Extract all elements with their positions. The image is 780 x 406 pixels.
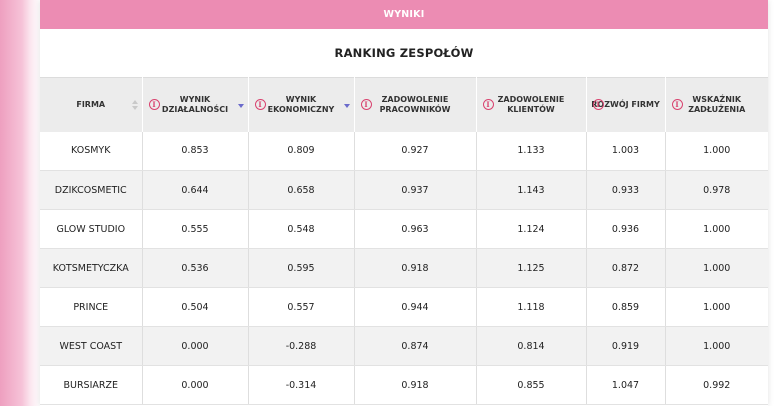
table-row: PRINCE 0.504 0.557 0.944 1.118 0.859 1.000 xyxy=(40,287,768,327)
team-name-cell: KOTSMETYCZKA xyxy=(40,248,143,288)
results-bar: WYNIKI xyxy=(40,0,768,29)
score-cell: 0.548 xyxy=(248,209,355,249)
score-cell: 1.000 xyxy=(665,248,768,288)
sort-desc-icon[interactable] xyxy=(343,100,350,110)
table-header-row: FIRMA i WYNIK DZIAŁALNOŚCI i WYNIK EKONOMICZ… xyxy=(40,77,768,132)
score-cell: 0.859 xyxy=(586,287,666,327)
info-icon[interactable]: i xyxy=(592,98,604,110)
score-cell: 1.125 xyxy=(476,248,587,288)
score-cell: 0.918 xyxy=(354,248,477,288)
score-cell: 0.933 xyxy=(586,170,666,210)
column-header-wynik-dzialalnosci[interactable]: i WYNIK DZIAŁALNOŚCI xyxy=(142,77,249,132)
score-cell: 0.000 xyxy=(142,365,249,405)
score-cell: 0.595 xyxy=(248,248,355,288)
score-cell: 0.978 xyxy=(665,170,768,210)
info-icon[interactable]: i xyxy=(254,98,266,110)
score-cell: -0.288 xyxy=(248,326,355,366)
info-icon[interactable]: i xyxy=(148,98,160,110)
score-cell: 0.658 xyxy=(248,170,355,210)
score-cell: 1.000 xyxy=(665,131,768,171)
team-name-cell: BURSIARZE xyxy=(40,365,143,405)
ranking-table: FIRMA i WYNIK DZIAŁALNOŚCI i WYNIK EKONOMICZ… xyxy=(40,77,768,405)
sort-icon[interactable] xyxy=(131,99,138,110)
ranking-title: RANKING ZESPOŁÓW xyxy=(334,46,474,60)
score-cell: 1.000 xyxy=(665,287,768,327)
score-cell: 0.504 xyxy=(142,287,249,327)
info-icon[interactable]: i xyxy=(671,98,683,110)
column-header-label: WSKAŹNIK ZADŁUŻENIA xyxy=(688,94,746,114)
score-cell: 1.143 xyxy=(476,170,587,210)
column-header-zadowolenie-pracownikow[interactable]: i ZADOWOLENIE PRACOWNIKÓW xyxy=(354,77,477,132)
score-cell: 1.124 xyxy=(476,209,587,249)
score-cell: 1.000 xyxy=(665,209,768,249)
score-cell: 0.936 xyxy=(586,209,666,249)
info-icon[interactable]: i xyxy=(482,98,494,110)
team-name-cell: PRINCE xyxy=(40,287,143,327)
column-header-firma[interactable]: FIRMA xyxy=(40,77,143,132)
sort-desc-icon[interactable] xyxy=(237,100,244,110)
score-cell: -0.314 xyxy=(248,365,355,405)
column-header-wskaznik-zadluzenia[interactable]: i WSKAŹNIK ZADŁUŻENIA xyxy=(665,77,768,132)
team-name-cell: WEST COAST xyxy=(40,326,143,366)
column-header-label: FIRMA xyxy=(76,99,106,109)
score-cell: 1.133 xyxy=(476,131,587,171)
column-header-label: WYNIK EKONOMICZNY xyxy=(267,94,335,114)
score-cell: 0.927 xyxy=(354,131,477,171)
score-cell: 1.003 xyxy=(586,131,666,171)
team-name-cell: GLOW STUDIO xyxy=(40,209,143,249)
score-cell: 1.000 xyxy=(665,326,768,366)
score-cell: 0.872 xyxy=(586,248,666,288)
table-row: KOSMYK 0.853 0.809 0.927 1.133 1.003 1.000 xyxy=(40,131,768,171)
score-cell: 1.118 xyxy=(476,287,587,327)
score-cell: 0.937 xyxy=(354,170,477,210)
results-bar-label: WYNIKI xyxy=(383,9,425,20)
page-title: RANKING ZESPOŁÓW xyxy=(40,29,768,77)
score-cell: 0.855 xyxy=(476,365,587,405)
score-cell: 0.853 xyxy=(142,131,249,171)
score-cell: 0.992 xyxy=(665,365,768,405)
team-name-cell: DZIKCOSMETIC xyxy=(40,170,143,210)
table-row: KOTSMETYCZKA 0.536 0.595 0.918 1.125 0.872 1.0… xyxy=(40,248,768,288)
score-cell: 0.555 xyxy=(142,209,249,249)
score-cell: 0.644 xyxy=(142,170,249,210)
score-cell: 0.944 xyxy=(354,287,477,327)
score-cell: 0.963 xyxy=(354,209,477,249)
column-header-rozwoj-firmy[interactable]: i ROZWÓJ FIRMY xyxy=(586,77,666,132)
column-header-zadowolenie-klientow[interactable]: i ZADOWOLENIE KLIENTÓW xyxy=(476,77,587,132)
table-row: DZIKCOSMETIC 0.644 0.658 0.937 1.143 0.933 0.9… xyxy=(40,170,768,210)
score-cell: 0.557 xyxy=(248,287,355,327)
table-row: WEST COAST 0.000 -0.288 0.874 0.814 0.919 1.00… xyxy=(40,326,768,366)
column-header-label: WYNIK DZIAŁALNOŚCI xyxy=(161,94,229,114)
score-cell: 0.000 xyxy=(142,326,249,366)
score-cell: 0.918 xyxy=(354,365,477,405)
team-name-cell: KOSMYK xyxy=(40,131,143,171)
score-cell: 0.874 xyxy=(354,326,477,366)
score-cell: 0.919 xyxy=(586,326,666,366)
table-body: KOSMYK 0.853 0.809 0.927 1.133 1.003 1.000 DZIK… xyxy=(40,131,768,405)
results-panel: WYNIKI RANKING ZESPOŁÓW FIRMA i WYNIK DZIA… xyxy=(40,0,768,406)
table-row: BURSIARZE 0.000 -0.314 0.918 0.855 1.047 0.992 xyxy=(40,365,768,405)
info-icon[interactable]: i xyxy=(360,98,372,110)
column-header-label: ROZWÓJ FIRMY xyxy=(591,99,660,109)
table-row: GLOW STUDIO 0.555 0.548 0.963 1.124 0.936 1.00… xyxy=(40,209,768,249)
column-header-label: ZADOWOLENIE PRACOWNIKÓW xyxy=(379,94,451,114)
score-cell: 0.814 xyxy=(476,326,587,366)
column-header-wynik-ekonomiczny[interactable]: i WYNIK EKONOMICZNY xyxy=(248,77,355,132)
score-cell: 0.809 xyxy=(248,131,355,171)
score-cell: 1.047 xyxy=(586,365,666,405)
score-cell: 0.536 xyxy=(142,248,249,288)
column-header-label: ZADOWOLENIE KLIENTÓW xyxy=(497,94,565,114)
